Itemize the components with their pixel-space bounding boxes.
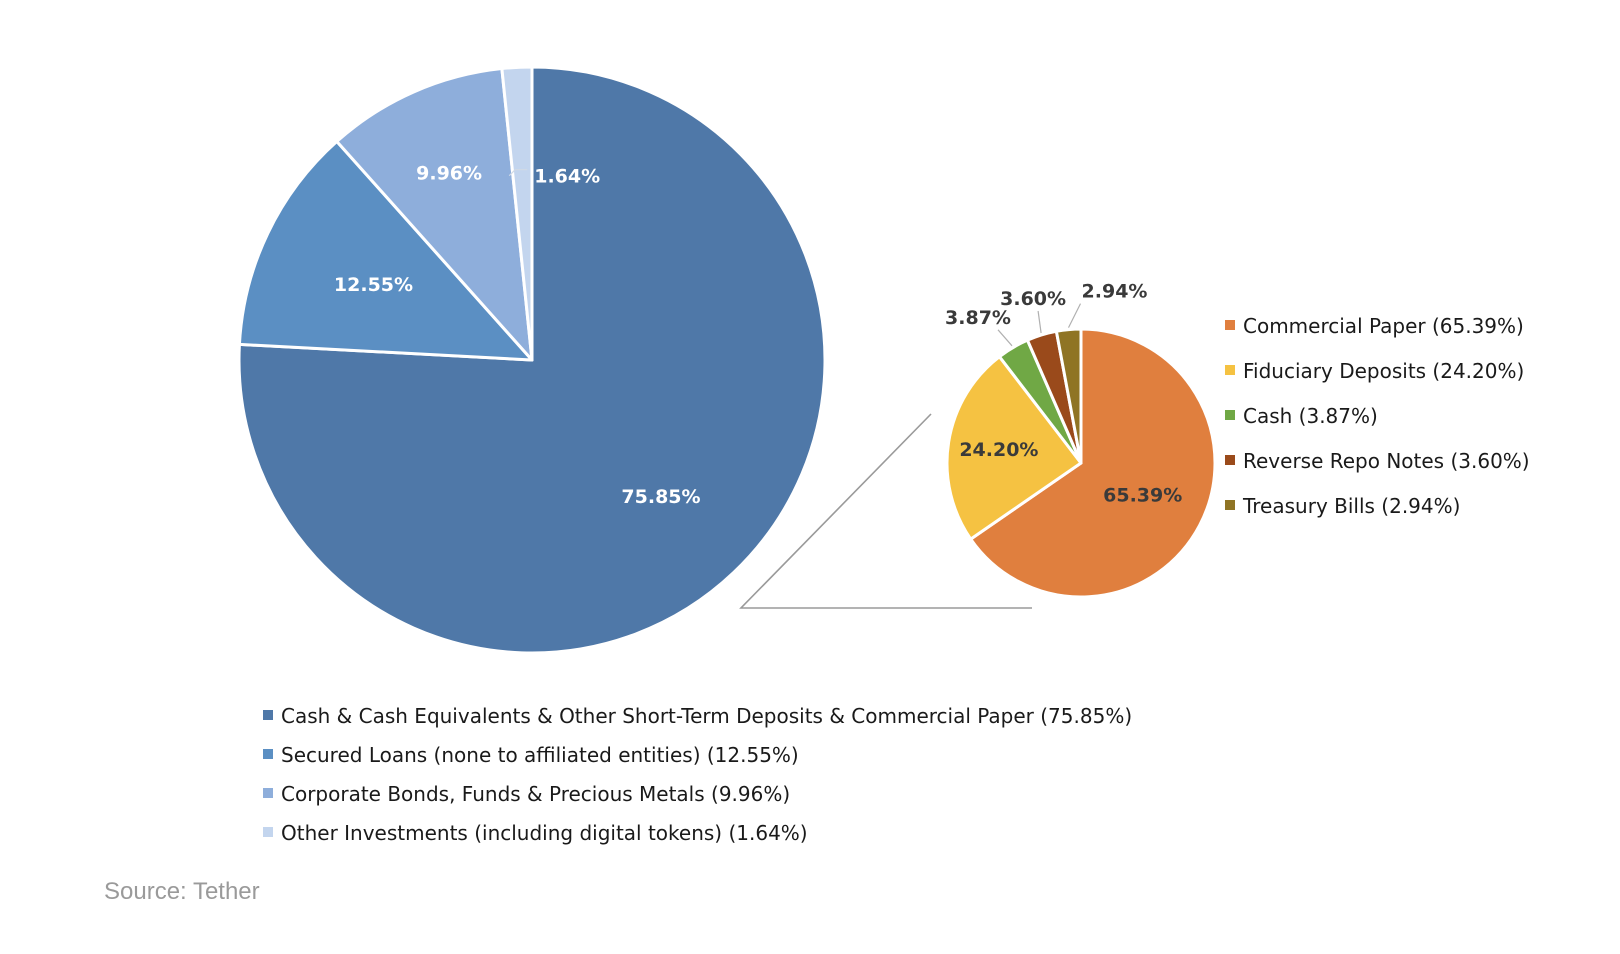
breakdown-slice-label: 65.39%	[1103, 484, 1182, 506]
breakdown-slice-label: 2.94%	[1082, 281, 1148, 303]
breakdown-legend-entry: Reverse Repo Notes (3.60%)	[1243, 449, 1530, 473]
breakdown-slice-fiduciary-deposits	[945, 355, 1083, 541]
main-legend-swatch	[263, 788, 273, 798]
main-slice-corporate-bonds-funds-precious-metals	[335, 67, 534, 362]
breakdown-slice-treasury-bills	[1054, 327, 1083, 465]
main-slice-other-investments-including-digital-toke	[500, 65, 534, 362]
breakdown-legend-swatch	[1225, 365, 1235, 375]
main-legend: Cash & Cash Equivalents & Other Short-Te…	[263, 704, 1132, 845]
main-label-leader	[508, 169, 528, 177]
breakdown-pie-chart	[945, 327, 1217, 599]
breakdown-label-leader	[1067, 303, 1082, 328]
main-legend-swatch	[263, 710, 273, 720]
breakdown-slice-label: 24.20%	[959, 439, 1038, 461]
breakdown-legend-swatch	[1225, 320, 1235, 330]
breakdown-legend-swatch	[1225, 410, 1235, 420]
main-slice-cash-cash-equivalents-other-short-term-d	[237, 65, 827, 655]
main-legend-swatch	[263, 749, 273, 759]
breakdown-legend-swatch	[1225, 500, 1235, 510]
source-caption: Source: Tether	[104, 878, 260, 905]
breakdown-legend-entry: Commercial Paper (65.39%)	[1243, 314, 1524, 338]
main-slice-secured-loans-none-to-affiliated-entitie	[237, 139, 534, 362]
main-slice-label: 12.55%	[334, 274, 413, 296]
breakdown-legend: Commercial Paper (65.39%) Fiduciary Depos…	[1225, 314, 1530, 518]
breakdown-legend-swatch	[1225, 455, 1235, 465]
main-legend-entry: Cash & Cash Equivalents & Other Short-Te…	[281, 704, 1132, 728]
main-pie-chart	[237, 65, 827, 655]
breakdown-legend-entry: Cash (3.87%)	[1243, 404, 1378, 428]
main-legend-swatch	[263, 827, 273, 837]
breakdown-slice-label: 3.87%	[945, 307, 1011, 329]
connector-line	[739, 413, 1032, 609]
breakdown-legend-entry: Fiduciary Deposits (24.20%)	[1243, 359, 1524, 383]
breakdown-legend-entry: Treasury Bills (2.94%)	[1242, 494, 1460, 518]
main-slice-label: 75.85%	[621, 486, 700, 508]
breakout-connector	[739, 413, 1032, 609]
breakdown-slice-commercial-paper	[969, 327, 1217, 599]
main-pie-labels: 75.85% 12.55% 9.96% 1.64%	[334, 162, 701, 508]
breakdown-pie-labels: 65.39% 24.20% 3.87%3.60% 2.94%	[945, 281, 1182, 507]
main-slice-label: 1.64%	[534, 166, 600, 188]
main-legend-entry: Corporate Bonds, Funds & Precious Metals…	[281, 782, 790, 806]
main-slice-label: 9.96%	[416, 162, 482, 184]
breakdown-slice-label: 3.60%	[1000, 288, 1066, 310]
breakdown-label-leader	[1037, 310, 1042, 334]
main-legend-entry: Secured Loans (none to affiliated entiti…	[281, 743, 799, 767]
breakdown-label-leader	[997, 329, 1013, 347]
main-legend-entry: Other Investments (including digital tok…	[281, 821, 808, 845]
